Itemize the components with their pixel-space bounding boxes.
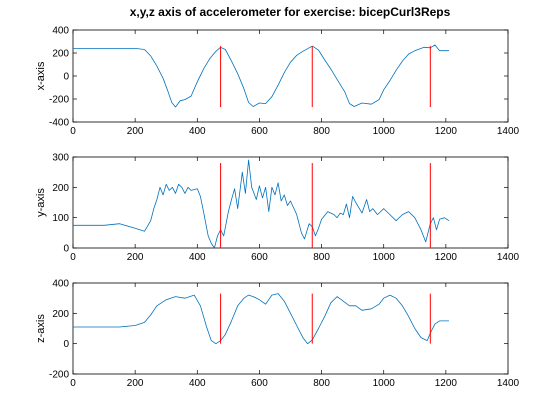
y-tick-label: -200 (49, 370, 69, 381)
x-tick-label: 1400 (497, 126, 520, 137)
figure-title: x,y,z axis of accelerometer for exercise… (130, 5, 451, 19)
y-tick-label: 400 (52, 279, 69, 290)
x-tick-label: 1200 (435, 378, 458, 389)
y-tick-label: 0 (63, 72, 69, 83)
y-tick-label: 100 (52, 213, 69, 224)
y-tick-label: 0 (63, 339, 69, 350)
y-axis-label-x: x-axis (35, 61, 47, 90)
x-tick-label: 1000 (373, 252, 396, 263)
axes-box-z (72, 282, 509, 375)
y-axis-label-z: z-axis (35, 314, 47, 343)
x-tick-label: 1200 (435, 126, 458, 137)
x-tick-label: 400 (189, 252, 206, 263)
series-line-x (73, 44, 449, 108)
subplot-y: 0 200 400 600 800 1000 1200 1400 0 100 200 300 y-axi… (35, 153, 520, 264)
y-tick-label: -200 (49, 95, 69, 106)
x-tick-label: 600 (251, 126, 268, 137)
x-tick-label: 800 (313, 378, 330, 389)
axes-box-x (72, 29, 509, 123)
x-tick-label: 800 (313, 252, 330, 263)
x-tick-label: 200 (127, 378, 144, 389)
x-tick-label: 200 (127, 252, 144, 263)
y-tick-label: 200 (52, 309, 69, 320)
x-tick-label: 0 (70, 378, 76, 389)
x-tick-label: 600 (251, 378, 268, 389)
series-line-y (73, 159, 450, 248)
x-tick-label: 800 (313, 126, 330, 137)
x-tick-label: 1200 (435, 252, 458, 263)
subplots: 0 200 400 600 800 1000 1200 1400-400-2000200400… (35, 26, 520, 390)
x-tick-label: 1000 (373, 126, 396, 137)
y-tick-label: 400 (52, 26, 69, 37)
x-tick-label: 0 (70, 126, 76, 137)
x-tick-label: 400 (189, 378, 206, 389)
x-tick-label: 1400 (497, 252, 520, 263)
y-axis-label-y: y-axis (35, 188, 47, 217)
x-tick-label: 1400 (497, 378, 520, 389)
y-tick-label: 0 (63, 244, 69, 255)
series-line-z (73, 293, 449, 345)
x-tick-label: 600 (251, 252, 268, 263)
y-tick-label: 200 (52, 183, 69, 194)
y-tick-label: 200 (52, 49, 69, 60)
subplot-z: 0 200 400 600 800 1000 1200 1400-2000200400z-ax… (35, 279, 520, 390)
x-tick-label: 400 (189, 126, 206, 137)
subplot-x: 0 200 400 600 800 1000 1200 1400 -400 -200 0 200 400… (35, 26, 520, 138)
axes-box-y (72, 156, 509, 249)
x-tick-label: 200 (127, 126, 144, 137)
x-tick-label: 1000 (373, 378, 396, 389)
x-tick-label: 0 (70, 252, 76, 263)
y-tick-label: 300 (52, 153, 69, 164)
y-tick-label: -400 (49, 118, 69, 129)
